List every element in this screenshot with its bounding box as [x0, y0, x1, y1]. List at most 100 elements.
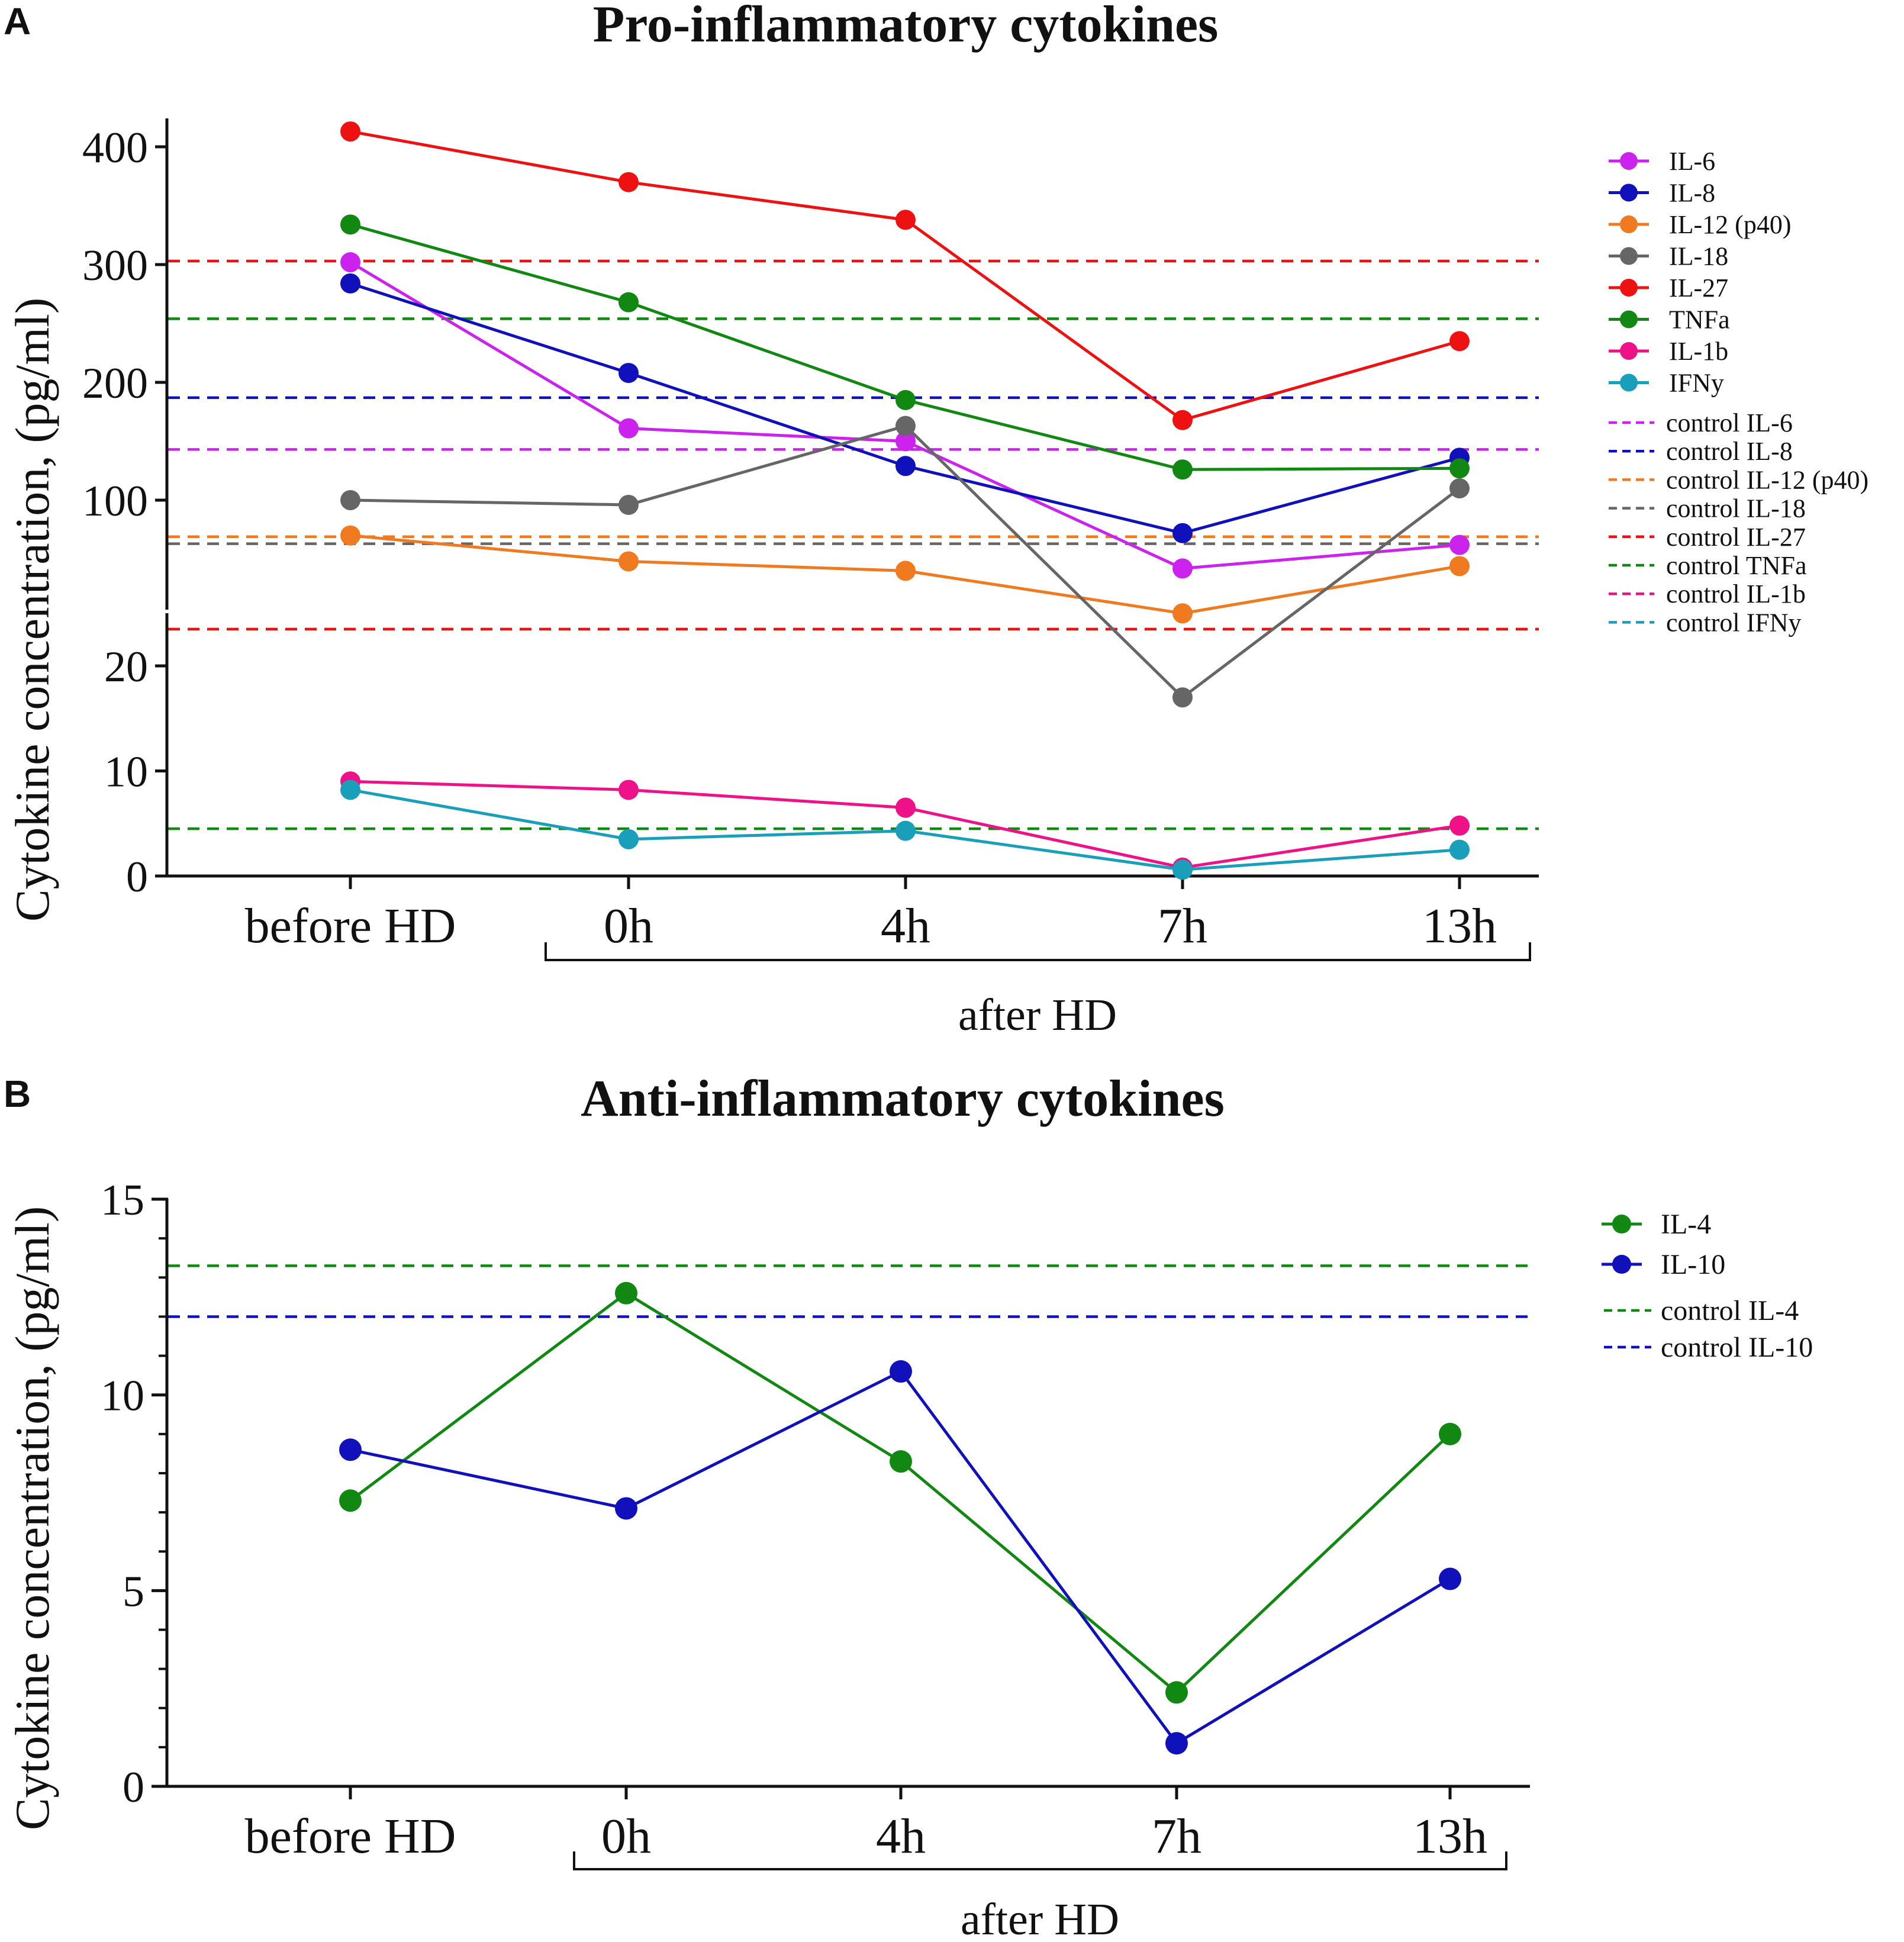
- data-point-il-18: [1172, 687, 1193, 708]
- y-tick-label: 10: [104, 748, 148, 797]
- panel-b-after-hd-label: after HD: [961, 1895, 1119, 1942]
- legend-label: IL-27: [1669, 273, 1728, 302]
- x-tick-label: 7h: [1152, 1809, 1201, 1864]
- y-tick-label: 0: [126, 853, 148, 901]
- data-point-il-6: [618, 418, 639, 439]
- legend-label: TNFa: [1669, 305, 1730, 334]
- data-point-il-10: [1439, 1567, 1461, 1590]
- legend-label: control IL-6: [1666, 408, 1793, 437]
- y-tick-label: 100: [82, 477, 148, 526]
- data-point-ifny: [1172, 859, 1193, 880]
- panel-b-after-hd-bracket: [573, 1851, 1507, 1870]
- panel-a-series: [340, 121, 1470, 880]
- legend-swatch-marker: [1620, 279, 1638, 297]
- data-point-il-4: [1439, 1422, 1461, 1445]
- legend-label: control IL-4: [1661, 1295, 1799, 1326]
- legend-swatch-marker: [1620, 183, 1638, 202]
- x-tick-label: 13h: [1413, 1809, 1487, 1864]
- panel-b-series: [339, 1281, 1461, 1755]
- legend-label: control IL-1b: [1666, 579, 1806, 608]
- series-line-il-6: [349, 260, 1460, 570]
- legend-label: IL-12 (p40): [1669, 210, 1792, 239]
- data-point-tnfa: [1172, 459, 1193, 480]
- x-tick-label: 0h: [601, 1809, 651, 1864]
- legend-swatch-marker: [1620, 247, 1638, 265]
- data-point-ifny: [895, 820, 916, 841]
- legend-label: control TNFa: [1666, 551, 1807, 580]
- panel-a: A Pro-inflammatory cytokines Cytokine co…: [4, 0, 1868, 1040]
- legend-label: IL-1b: [1669, 337, 1728, 366]
- legend-swatch-marker: [1620, 342, 1638, 360]
- y-tick-label: 15: [101, 1176, 144, 1225]
- panel-b-y-axis-label: Cytokine concentration, (pg/ml): [5, 1206, 59, 1830]
- data-point-il-8: [618, 363, 639, 384]
- data-point-il-1b: [618, 780, 639, 800]
- data-point-il-27: [1172, 410, 1193, 430]
- panel-b-title: Anti-inflammatory cytokines: [581, 1070, 1225, 1128]
- y-tick-label: 0: [123, 1763, 144, 1812]
- panel-b-x-ticks: before HD 0h 4h 7h 13h: [245, 1786, 1487, 1864]
- series-line-il-27: [350, 130, 1460, 422]
- data-point-il-4: [615, 1281, 637, 1305]
- data-point-il-27: [1449, 331, 1470, 352]
- data-point-il-6: [1449, 534, 1470, 555]
- data-point-il-6: [340, 252, 360, 273]
- data-point-il-8: [1172, 523, 1193, 543]
- data-point-il-18: [340, 490, 360, 510]
- x-tick-label: 13h: [1422, 898, 1497, 954]
- legend-label: IL-10: [1661, 1249, 1725, 1280]
- legend-label: control IL-12 (p40): [1666, 465, 1868, 494]
- panel-a-x-ticks: before HD 0h 4h 7h 13h: [245, 876, 1497, 954]
- panel-b-letter: B: [4, 1073, 31, 1115]
- data-point-il-6: [895, 431, 916, 452]
- legend-label: IFNy: [1669, 369, 1724, 398]
- series-line-il-4: [349, 1291, 1451, 1695]
- data-point-il-10: [615, 1497, 637, 1520]
- data-point-il-1b: [895, 797, 916, 818]
- y-tick-label: 20: [104, 643, 148, 691]
- panel-a-after-hd-label: after HD: [958, 990, 1117, 1040]
- data-point-il-4: [339, 1489, 362, 1512]
- data-point-il-12-p40: [340, 525, 360, 546]
- x-tick-label: before HD: [245, 898, 456, 954]
- x-tick-label: 0h: [604, 898, 653, 954]
- data-point-il-27: [895, 210, 916, 230]
- data-point-ifny: [1449, 839, 1470, 860]
- x-tick-label: 7h: [1158, 898, 1207, 954]
- legend-swatch-marker: [1620, 215, 1638, 233]
- data-point-il-18: [895, 416, 916, 436]
- legend-swatch-marker: [1620, 310, 1638, 329]
- panel-a-y-ticks: 100 200 300 400 0 10 20: [82, 124, 168, 901]
- data-point-il-12-p40: [895, 561, 916, 581]
- data-point-tnfa: [1449, 458, 1470, 479]
- data-point-il-18: [1449, 478, 1470, 499]
- legend-label: control IFNy: [1666, 608, 1802, 637]
- y-tick-label: 300: [82, 241, 148, 290]
- data-point-il-12-p40: [618, 551, 639, 572]
- y-tick-label: 400: [82, 124, 148, 172]
- x-tick-label: 4h: [876, 1809, 926, 1864]
- data-point-il-1b: [1449, 815, 1470, 836]
- data-point-ifny: [340, 780, 360, 800]
- legend-label: control IL-27: [1666, 523, 1806, 552]
- data-point-il-12-p40: [1172, 603, 1193, 624]
- data-point-tnfa: [618, 292, 639, 313]
- data-point-ifny: [618, 829, 639, 849]
- data-point-il-8: [340, 273, 360, 294]
- panel-a-title: Pro-inflammatory cytokines: [593, 0, 1219, 53]
- panel-b-reference-lines: [168, 1264, 1530, 1318]
- y-tick-label: 10: [101, 1372, 144, 1421]
- legend-label: IL-8: [1669, 179, 1715, 208]
- panel-b-legend: IL-4 IL-10 control IL-4 control IL-10: [1602, 1209, 1813, 1363]
- legend-label: control IL-10: [1661, 1332, 1813, 1363]
- legend-swatch-marker: [1612, 1215, 1631, 1234]
- legend-label: control IL-8: [1666, 437, 1793, 466]
- data-point-tnfa: [895, 389, 916, 410]
- panel-b-axes: [165, 1199, 1530, 1788]
- data-point-il-10: [339, 1438, 362, 1461]
- y-tick-label: 5: [123, 1567, 144, 1616]
- panel-a-after-hd-bracket: [545, 942, 1531, 961]
- data-point-il-6: [1172, 558, 1193, 579]
- data-point-il-18: [618, 494, 639, 515]
